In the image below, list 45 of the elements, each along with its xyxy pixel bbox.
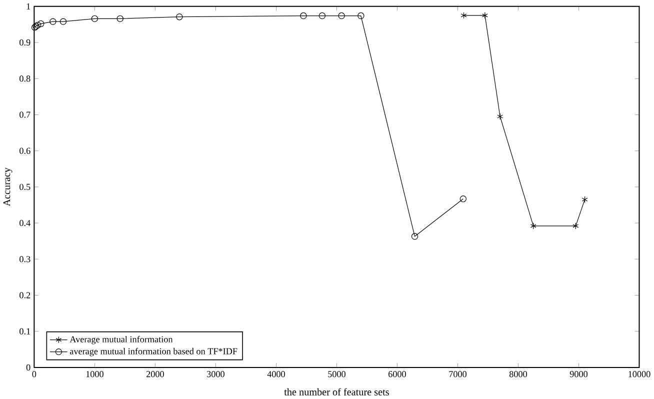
y-tick-label: 0.1 — [20, 328, 30, 335]
x-tick-label: 9000 — [570, 371, 588, 378]
x-tick-label: 3000 — [207, 371, 224, 378]
x-tick-label: 2000 — [146, 371, 164, 378]
x-tick-label: 10000 — [628, 371, 650, 378]
point — [572, 222, 579, 230]
point — [116, 15, 124, 22]
x-tick-label: 7000 — [449, 371, 466, 378]
point — [60, 18, 67, 25]
x-tick-label: 6000 — [388, 371, 406, 378]
point — [50, 18, 56, 25]
point — [460, 12, 467, 19]
y-tick-label: 0.3 — [20, 256, 30, 262]
y-axis-title: Accuracy — [3, 168, 12, 206]
y-tick-label: 0.4 — [20, 220, 30, 226]
y-tick-label: 0.5 — [20, 184, 30, 190]
point — [582, 196, 588, 203]
point — [482, 12, 488, 19]
y-tick-label: 0.9 — [20, 39, 30, 46]
point — [358, 12, 364, 20]
x-tick-label: 4000 — [267, 371, 285, 378]
x-tick-label: 1000 — [86, 371, 104, 378]
point — [300, 12, 307, 20]
y-tick-label: 1 — [26, 3, 30, 10]
legend-label: Average mutual information — [70, 336, 173, 344]
point — [338, 12, 345, 20]
x-tick-label: 5000 — [328, 371, 346, 378]
point — [318, 12, 326, 20]
point — [37, 20, 44, 28]
point — [176, 14, 183, 20]
point — [530, 222, 536, 230]
x-tick-label: 8000 — [509, 371, 527, 378]
x-axis-title: the number of feature sets — [284, 388, 389, 396]
point — [34, 22, 42, 29]
y-tick-label: 0.8 — [20, 76, 30, 82]
point — [497, 113, 504, 120]
point — [411, 233, 418, 240]
legend-label: average mutual information based on TF*IDF — [70, 348, 238, 356]
y-tick-label: 0.2 — [20, 292, 30, 298]
y-tick-label: 0 — [26, 364, 30, 371]
point — [460, 196, 467, 202]
y-tick-label: 0.7 — [20, 112, 30, 118]
x-tick-label: 0 — [32, 371, 36, 378]
y-tick-label: 0.6 — [20, 148, 30, 154]
point — [91, 15, 98, 22]
